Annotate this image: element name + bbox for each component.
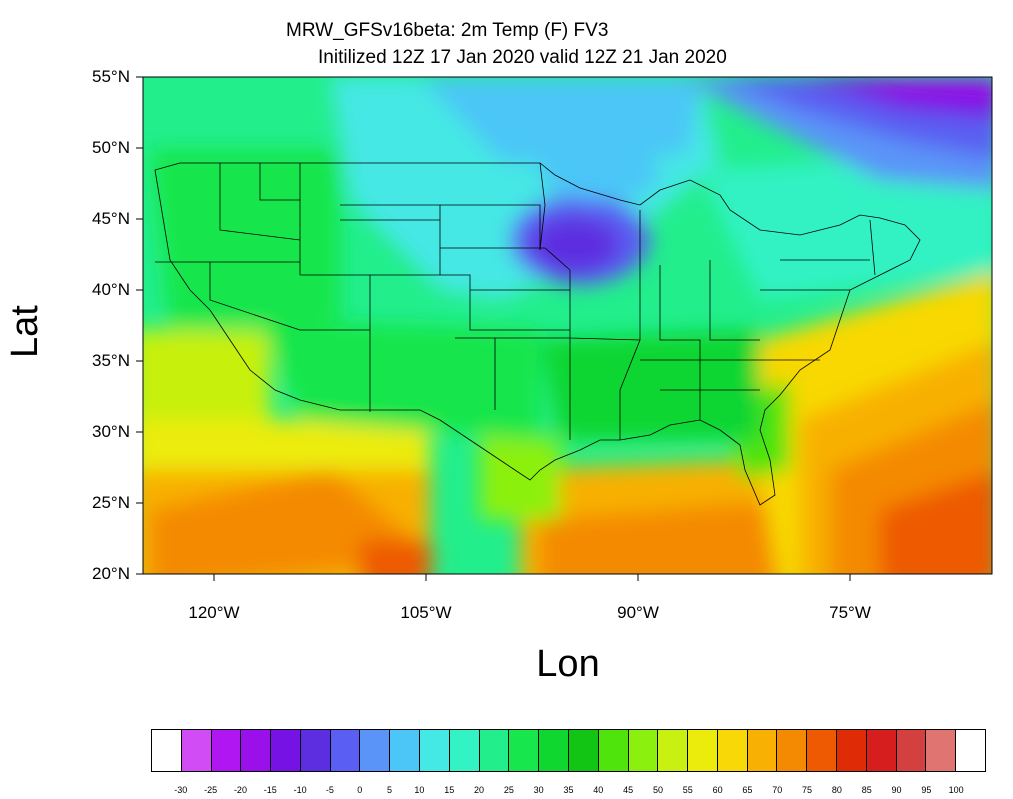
lat-tick-label: 30°N: [92, 422, 130, 441]
colorbar-cell: [181, 730, 212, 771]
colorbar-label: -5: [325, 785, 334, 795]
colorbar-cell: [449, 730, 480, 771]
colorbar-cell: [717, 730, 748, 771]
colorbar-cell: [390, 730, 421, 771]
colorbar-cell: [658, 730, 689, 771]
colorbar-label: 10: [414, 785, 425, 795]
colorbar-label: -10: [293, 785, 307, 795]
temperature-map: [136, 76, 993, 581]
chart-title-line2: Initilized 12Z 17 Jan 2020 valid 12Z 21 …: [318, 47, 727, 68]
lat-tick-label: 35°N: [92, 351, 130, 370]
lon-tick-label: 120°W: [188, 603, 240, 622]
colorbar-label: 40: [593, 785, 604, 795]
colorbar-label: -25: [204, 785, 218, 795]
colorbar-cell: [568, 730, 599, 771]
colorbar-label: -30: [174, 785, 188, 795]
colorbar-cell: [836, 730, 867, 771]
lon-tick-label: 90°W: [617, 603, 659, 622]
colorbar-cell: [300, 730, 331, 771]
colorbar-cell: [866, 730, 897, 771]
colorbar-label: 75: [802, 785, 813, 795]
state-boundaries: [154, 162, 921, 506]
colorbar-cell: [747, 730, 778, 771]
colorbar-label: 95: [921, 785, 932, 795]
colorbar-label: 90: [891, 785, 902, 795]
colorbar-labels: -30 -25 -20 -15 -10 -5 0 5 10 15 20 25 30 35 40 45 50 55 6…: [151, 785, 986, 799]
lon-tick-label: 105°W: [400, 603, 452, 622]
colorbar-cell: [896, 730, 927, 771]
chart-title-line1: MRW_GFSv16beta: 2m Temp (F) FV3: [286, 20, 609, 41]
lon-tick-label: 75°W: [829, 603, 871, 622]
colorbar-cell: [211, 730, 242, 771]
colorbar-label: 100: [948, 785, 964, 795]
lat-tick-label: 25°N: [92, 493, 130, 512]
colorbar-label: 85: [861, 785, 872, 795]
colorbar-cell: [509, 730, 540, 771]
colorbar-cell: [271, 730, 301, 771]
axis-ticks: [136, 76, 851, 581]
colorbar-cell: [360, 730, 391, 771]
lat-tick-label: 50°N: [92, 138, 130, 157]
colorbar-label: 30: [533, 785, 544, 795]
colorbar-label: 35: [563, 785, 574, 795]
colorbar-cell: [777, 730, 808, 771]
lat-tick-label: 55°N: [92, 67, 130, 86]
colorbar-label: 25: [503, 785, 514, 795]
axis-y-title: Lat: [4, 305, 46, 358]
colorbar-label: 15: [444, 785, 455, 795]
colorbar-label: 60: [712, 785, 723, 795]
colorbar-cell: [598, 730, 629, 771]
colorbar-label: 5: [387, 785, 393, 795]
colorbar-label: -20: [233, 785, 247, 795]
colorbar-label: 45: [623, 785, 634, 795]
lat-tick-label: 45°N: [92, 209, 130, 228]
colorbar-cell: [628, 730, 659, 771]
colorbar-cell: [956, 730, 985, 771]
colorbar-cell: [807, 730, 837, 771]
colorbar-label: -15: [263, 785, 277, 795]
colorbar-cell: [241, 730, 272, 771]
colorbar-label: 50: [652, 785, 663, 795]
colorbar-label: 55: [682, 785, 693, 795]
colorbar-cell: [926, 730, 957, 771]
axis-x-title: Lon: [536, 643, 600, 685]
colorbar-cell: [152, 730, 182, 771]
colorbar-label: 65: [742, 785, 753, 795]
lat-tick-label: 20°N: [92, 564, 130, 583]
lat-tick-label: 40°N: [92, 280, 130, 299]
colorbar-cell: [330, 730, 361, 771]
colorbar-cell: [539, 730, 569, 771]
colorbar-label: 20: [474, 785, 485, 795]
colorbar-cell: [688, 730, 718, 771]
colorbar-cell: [420, 730, 450, 771]
colorbar-label: 0: [357, 785, 363, 795]
colorbar: [151, 729, 986, 772]
colorbar-cell: [479, 730, 510, 771]
colorbar-label: 70: [772, 785, 783, 795]
colorbar-label: 80: [831, 785, 842, 795]
temperature-field: [143, 77, 992, 574]
